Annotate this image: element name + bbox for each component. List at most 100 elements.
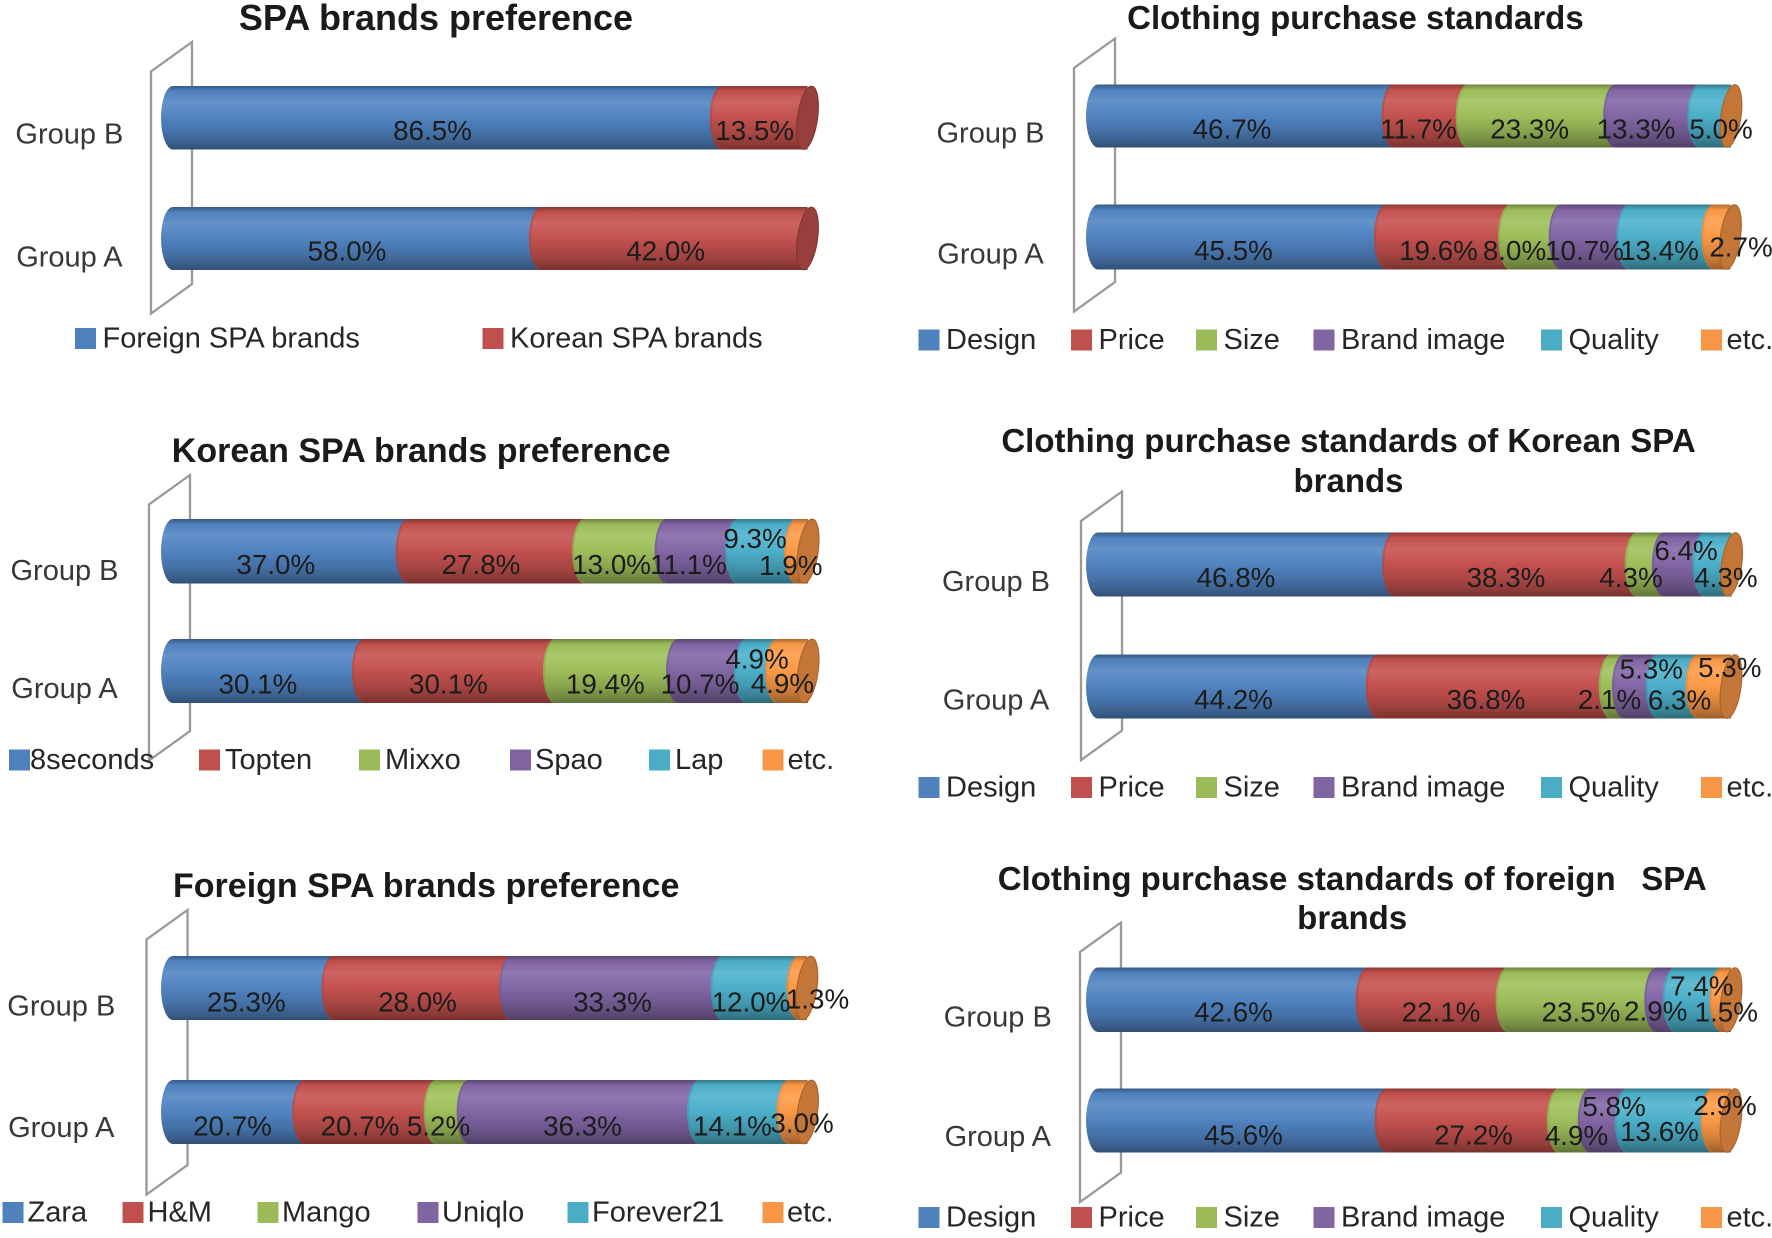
svg-text:13.6%: 13.6%: [1620, 1116, 1699, 1147]
svg-text:46.8%: 46.8%: [1197, 562, 1276, 593]
svg-text:Group B: Group B: [11, 555, 119, 587]
svg-text:4.3%: 4.3%: [1694, 562, 1757, 593]
svg-text:13.3%: 13.3%: [1597, 114, 1676, 145]
svg-text:22.1%: 22.1%: [1402, 997, 1481, 1028]
svg-text:25.3%: 25.3%: [207, 987, 286, 1018]
svg-text:20.7%: 20.7%: [321, 1111, 400, 1142]
svg-text:5.0%: 5.0%: [1689, 114, 1752, 145]
svg-text:Brand image: Brand image: [1341, 324, 1505, 356]
svg-text:2.9%: 2.9%: [1693, 1090, 1756, 1121]
svg-text:23.3%: 23.3%: [1490, 114, 1569, 145]
svg-text:Korean SPA brands: Korean SPA brands: [510, 323, 763, 355]
svg-text:4.9%: 4.9%: [725, 644, 788, 675]
svg-text:1.5%: 1.5%: [1695, 997, 1758, 1028]
svg-text:27.2%: 27.2%: [1434, 1120, 1513, 1151]
svg-text:Clothing purchase standards: Clothing purchase standards: [1127, 0, 1584, 36]
svg-text:Size: Size: [1224, 1202, 1280, 1234]
svg-text:Zara: Zara: [28, 1197, 89, 1229]
svg-text:23.5%: 23.5%: [1542, 997, 1621, 1028]
svg-text:45.5%: 45.5%: [1194, 235, 1273, 266]
svg-text:Group A: Group A: [945, 1121, 1052, 1153]
svg-text:Quality: Quality: [1569, 772, 1660, 804]
svg-text:etc.: etc.: [1727, 772, 1772, 804]
svg-text:20.7%: 20.7%: [193, 1111, 272, 1142]
svg-text:5.3%: 5.3%: [1620, 654, 1683, 685]
svg-text:Foreign SPA brands: Foreign SPA brands: [103, 323, 360, 355]
svg-text:11.1%: 11.1%: [650, 549, 727, 580]
svg-text:H&M: H&M: [148, 1197, 212, 1229]
svg-text:Price: Price: [1099, 1202, 1165, 1234]
svg-text:58.0%: 58.0%: [308, 236, 387, 267]
svg-text:Brand image: Brand image: [1341, 1202, 1505, 1234]
svg-text:Topten: Topten: [225, 744, 312, 776]
svg-text:5.3%: 5.3%: [1698, 652, 1761, 683]
svg-text:2.9%: 2.9%: [1624, 996, 1687, 1027]
svg-text:Group B: Group B: [937, 118, 1045, 150]
svg-text:4.9%: 4.9%: [751, 668, 814, 699]
svg-text:3.0%: 3.0%: [770, 1108, 833, 1139]
svg-text:13.4%: 13.4%: [1620, 235, 1699, 266]
svg-text:8.0%: 8.0%: [1483, 235, 1546, 266]
svg-text:36.3%: 36.3%: [543, 1111, 622, 1142]
svg-text:1.9%: 1.9%: [759, 550, 822, 581]
svg-text:33.3%: 33.3%: [573, 987, 652, 1018]
svg-text:Foreign SPA brands preference: Foreign SPA brands preference: [173, 867, 679, 905]
svg-text:Size: Size: [1224, 324, 1280, 356]
svg-text:7.4%: 7.4%: [1670, 971, 1733, 1002]
svg-text:Clothing purchase standards of: Clothing purchase standards of foreign S…: [998, 860, 1707, 897]
svg-text:38.3%: 38.3%: [1467, 562, 1546, 593]
svg-text:Group A: Group A: [8, 1112, 115, 1144]
svg-text:Group B: Group B: [15, 119, 123, 151]
svg-text:42.0%: 42.0%: [626, 236, 705, 267]
svg-text:4.3%: 4.3%: [1599, 562, 1662, 593]
svg-text:36.8%: 36.8%: [1447, 684, 1526, 715]
svg-text:etc.: etc.: [1727, 1202, 1772, 1234]
svg-text:Group A: Group A: [937, 239, 1044, 271]
svg-text:etc.: etc.: [787, 1197, 834, 1229]
svg-text:Group A: Group A: [16, 242, 123, 274]
svg-text:6.3%: 6.3%: [1648, 685, 1711, 716]
svg-text:86.5%: 86.5%: [393, 115, 472, 146]
svg-text:Price: Price: [1099, 772, 1165, 804]
svg-text:Design: Design: [946, 324, 1036, 356]
svg-text:14.1%: 14.1%: [693, 1111, 772, 1142]
svg-text:10.7%: 10.7%: [1545, 235, 1624, 266]
svg-text:Design: Design: [946, 772, 1036, 804]
svg-text:28.0%: 28.0%: [378, 987, 457, 1018]
svg-text:8seconds: 8seconds: [30, 744, 154, 776]
svg-text:13.0%: 13.0%: [572, 549, 651, 580]
svg-text:4.9%: 4.9%: [1545, 1120, 1608, 1151]
svg-text:2.7%: 2.7%: [1709, 232, 1772, 263]
svg-text:12.0%: 12.0%: [712, 987, 791, 1018]
svg-text:45.6%: 45.6%: [1204, 1120, 1283, 1151]
svg-text:brands: brands: [1297, 899, 1407, 936]
svg-text:5.8%: 5.8%: [1582, 1091, 1645, 1122]
svg-text:Group A: Group A: [11, 673, 118, 705]
svg-text:19.6%: 19.6%: [1399, 235, 1478, 266]
svg-text:10.7%: 10.7%: [661, 669, 740, 700]
svg-text:30.1%: 30.1%: [218, 669, 297, 700]
svg-text:Group B: Group B: [7, 991, 115, 1023]
svg-text:Clothing purchase standards of: Clothing purchase standards of Korean SP…: [1001, 422, 1695, 459]
svg-text:brands: brands: [1293, 462, 1403, 499]
svg-text:Price: Price: [1099, 324, 1165, 356]
svg-text:Group B: Group B: [942, 566, 1050, 598]
svg-text:6.4%: 6.4%: [1654, 535, 1717, 566]
svg-text:etc.: etc.: [788, 744, 835, 776]
svg-text:Group A: Group A: [943, 685, 1050, 717]
svg-text:Mixxo: Mixxo: [385, 744, 461, 776]
svg-text:30.1%: 30.1%: [409, 669, 488, 700]
svg-text:Lap: Lap: [675, 744, 723, 776]
svg-text:Size: Size: [1224, 772, 1280, 804]
svg-text:Spao: Spao: [535, 744, 603, 776]
svg-text:11.7%: 11.7%: [1380, 114, 1457, 145]
svg-text:Quality: Quality: [1569, 324, 1660, 356]
svg-text:Quality: Quality: [1569, 1202, 1660, 1234]
svg-text:Design: Design: [946, 1202, 1036, 1234]
svg-text:Brand image: Brand image: [1341, 772, 1505, 804]
svg-text:27.8%: 27.8%: [442, 549, 521, 580]
svg-text:SPA brands preference: SPA brands preference: [239, 0, 633, 38]
svg-text:9.3%: 9.3%: [723, 523, 786, 554]
svg-text:37.0%: 37.0%: [236, 549, 315, 580]
svg-text:19.4%: 19.4%: [566, 669, 645, 700]
